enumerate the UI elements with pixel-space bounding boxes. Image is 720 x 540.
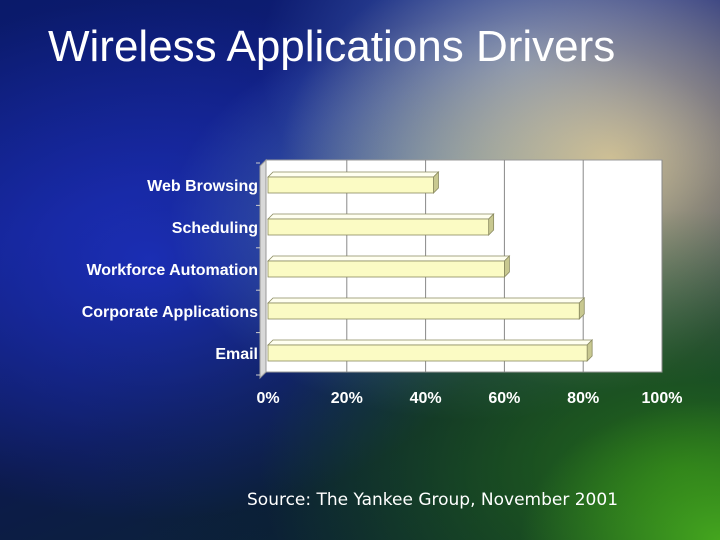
bar-top [267,339,594,346]
bars-group [267,171,594,362]
category-label: Web Browsing [147,178,258,195]
source-note: Source: The Yankee Group, November 2001 [247,490,619,510]
x-tick-label: 100% [642,390,683,407]
category-labels-group: Web Browsing Scheduling Workforce Automati… [82,178,258,363]
plot-side-wall [259,158,267,380]
bar-top [267,255,511,262]
tick-labels-group: 0% 20% 40% 60% 80% 100% [256,390,682,407]
category-label: Email [215,346,258,363]
category-label: Scheduling [172,220,258,237]
category-label: Workforce Automation [86,262,258,279]
bar [267,176,434,194]
x-tick-label: 60% [488,390,520,407]
bar [267,302,580,320]
x-tick-label: 20% [331,390,363,407]
slide-title: Wireless Applications Drivers [48,22,616,71]
x-tick-label: 40% [410,390,442,407]
x-tick-label: 0% [256,390,279,407]
x-tick-label: 80% [567,390,599,407]
category-label: Corporate Applications [82,304,258,321]
bar [267,260,505,278]
bar-top [267,213,495,220]
bar [267,344,588,362]
bar [267,218,490,236]
bar-top [267,297,586,304]
bar-top [267,171,440,178]
